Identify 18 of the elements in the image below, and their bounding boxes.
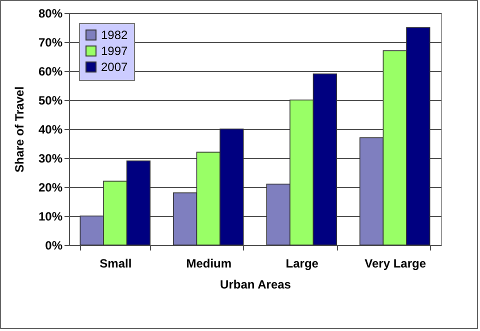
legend-label: 1997 — [101, 44, 128, 58]
legend-label: 2007 — [101, 60, 128, 74]
y-tick-label: 60% — [38, 64, 63, 78]
y-tick-label: 20% — [38, 180, 63, 194]
x-tick-label: Very Large — [364, 256, 426, 270]
y-tick-label: 70% — [38, 36, 63, 50]
y-tick-label: 40% — [38, 122, 63, 136]
y-tick-label: 10% — [38, 210, 63, 224]
legend-label: 1982 — [101, 28, 128, 42]
y-tick-label: 80% — [38, 6, 63, 20]
x-tick-label: Medium — [186, 256, 232, 270]
x-tick-label: Small — [100, 256, 132, 270]
y-axis-title: Share of Travel — [12, 86, 26, 173]
x-tick-label: Large — [286, 256, 319, 270]
y-tick-label: 30% — [38, 152, 63, 166]
y-tick-label: 50% — [38, 94, 63, 108]
y-tick-label: 0% — [45, 238, 63, 252]
x-axis-title: Urban Areas — [220, 278, 292, 292]
